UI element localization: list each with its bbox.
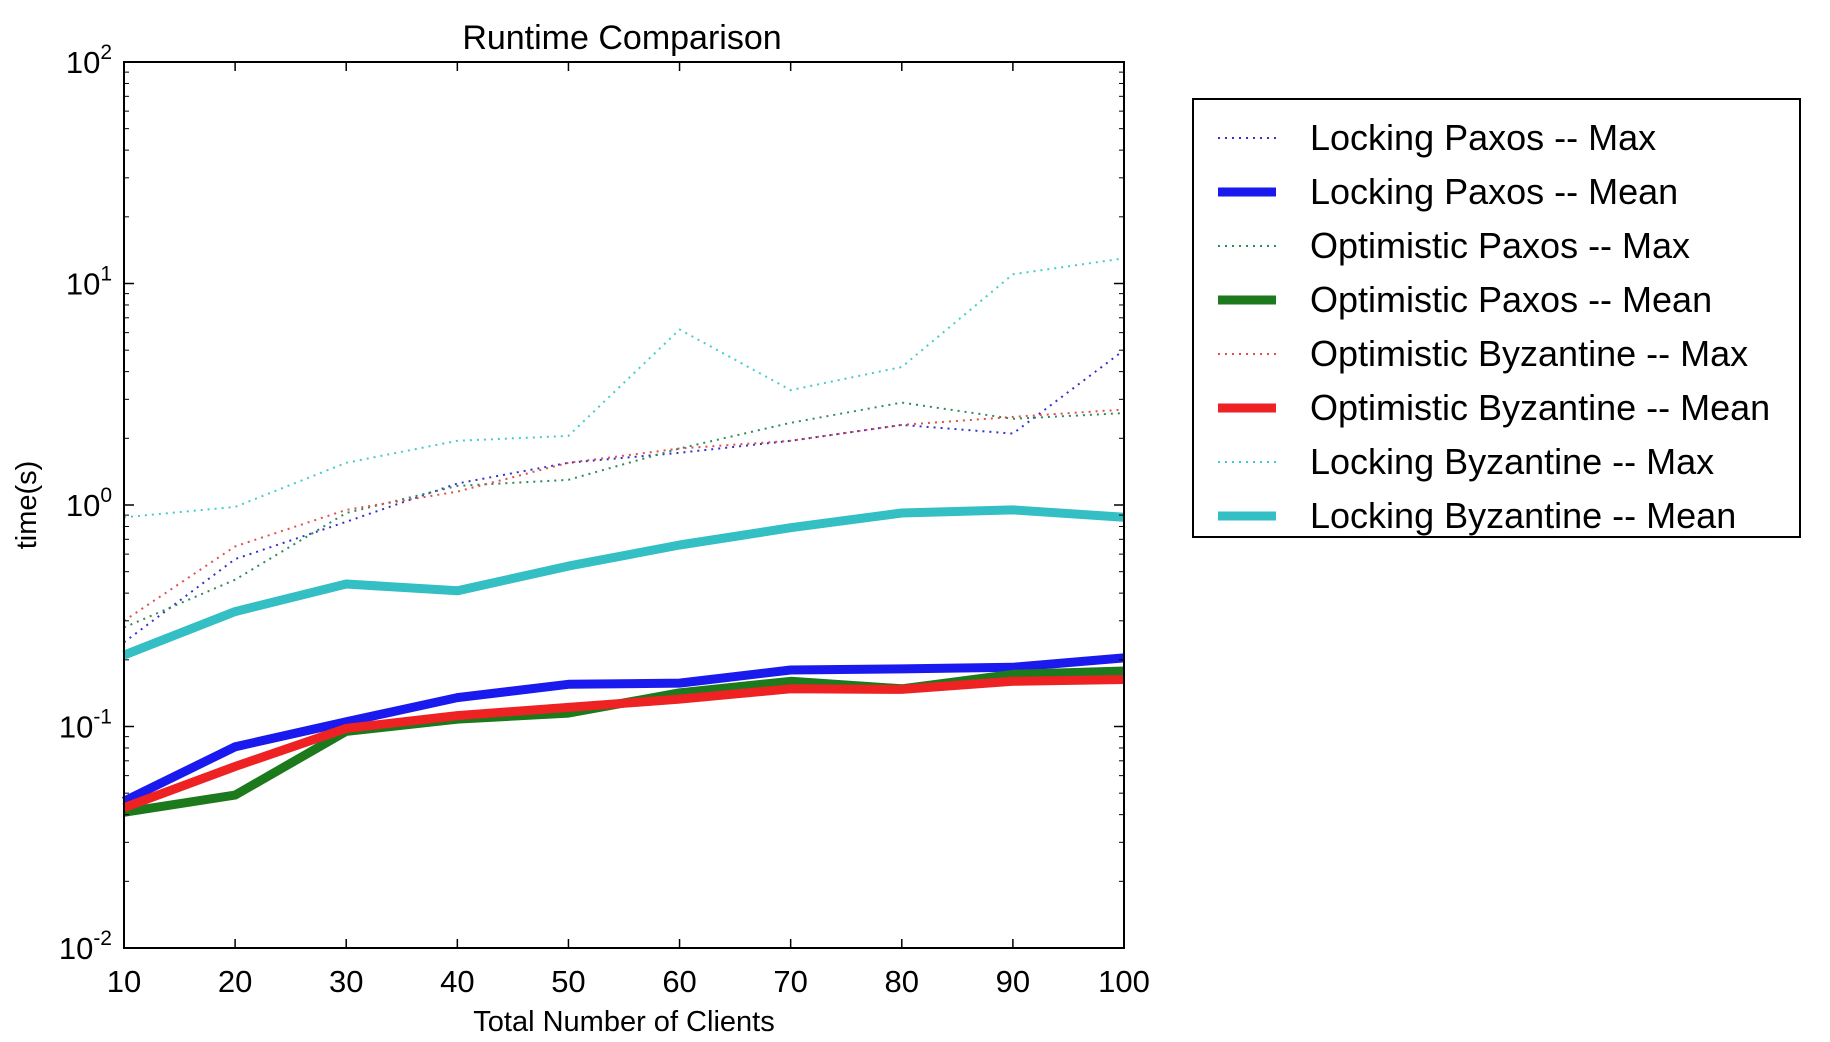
series-line-locking-byzantine-mean [122,505,1125,660]
x-tick-label: 100 [1098,964,1150,999]
y-tick-label: 10-2 [59,927,112,966]
legend: Locking Paxos -- Max Locking Paxos -- Mea… [1192,98,1801,538]
legend-label: Locking Byzantine -- Max [1310,441,1714,482]
y-tick-label: 101 [66,263,112,302]
y-tick-label-exponent: 2 [100,41,112,64]
x-tick-label: 20 [218,964,252,999]
legend-frame [1192,98,1801,538]
legend-label: Locking Byzantine -- Mean [1310,495,1736,536]
x-axis-label: Total Number of Clients [473,1006,774,1038]
y-tick-label: 10-1 [59,706,112,745]
y-tick-label-exponent: -2 [93,927,112,950]
x-tick-label: 50 [551,964,585,999]
x-tick-label: 30 [329,964,363,999]
series-line-optimistic-byzantine-mean [122,675,1125,812]
y-tick-label-base: 10 [66,488,100,523]
legend-label: Locking Paxos -- Mean [1310,171,1678,212]
series-line-locking-byzantine-max [123,257,1125,519]
y-axis-label: time(s) [11,461,43,550]
x-tick-label: 40 [440,964,474,999]
y-tick-label-exponent: -1 [93,706,112,729]
series-line-optimistic-paxos-max [123,401,1125,629]
x-tick-label: 70 [773,964,807,999]
y-tick-label-base: 10 [66,267,100,302]
y-tick-label-base: 10 [66,45,100,80]
series-line-locking-paxos-max [123,349,1125,644]
y-tick-label-base: 10 [59,931,93,966]
x-tick-label: 80 [885,964,919,999]
x-tick-label: 10 [107,964,141,999]
y-tick-label-exponent: 1 [100,263,112,286]
y-tick-label: 102 [66,41,112,80]
legend-label: Optimistic Paxos -- Mean [1310,279,1712,320]
y-tick-label-exponent: 0 [100,484,112,507]
plot-area [122,257,1125,817]
series-line-locking-paxos-mean [122,653,1125,806]
plot-frame [123,61,1125,949]
x-tick-label: 60 [662,964,696,999]
series-line-optimistic-byzantine-max [123,408,1125,622]
legend-label: Optimistic Byzantine -- Max [1310,333,1748,374]
chart-title: Runtime Comparison [462,19,781,57]
y-tick-label-base: 10 [59,710,93,745]
legend-label: Optimistic Paxos -- Max [1310,225,1690,266]
x-axis: 10 20 30 40 50 60 70 80 90 100 [107,62,1150,999]
legend-label: Optimistic Byzantine -- Mean [1310,387,1770,428]
x-tick-label: 90 [996,964,1030,999]
y-tick-label: 100 [66,484,112,523]
legend-label: Locking Paxos -- Max [1310,117,1656,158]
